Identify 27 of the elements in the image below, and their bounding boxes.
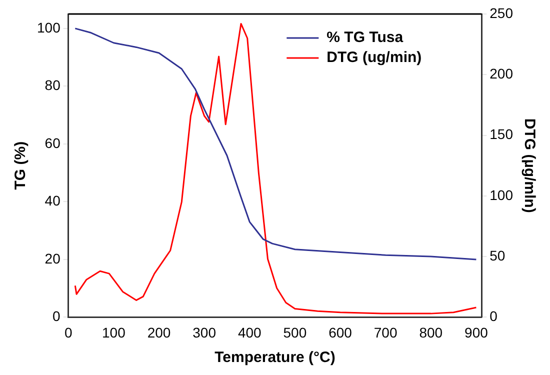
y2-tick-label: 250: [490, 4, 514, 21]
x-tick-label: 600: [328, 324, 352, 340]
x-tick-label: 800: [419, 324, 443, 340]
x-tick-label: 900: [464, 324, 488, 340]
x-axis-title: Temperature (°C): [214, 349, 336, 366]
y-tick-label: 0: [52, 308, 61, 324]
x-tick-label: 400: [238, 324, 262, 340]
y-tick-label: 20: [44, 250, 61, 266]
y2-axis-title: DTG (µg/mln): [520, 118, 538, 213]
y-tick-label: 60: [44, 134, 61, 151]
y2-tick-label: 50: [490, 247, 506, 264]
x-tick-label: 100: [102, 324, 126, 340]
y-tick-label: 40: [44, 192, 61, 209]
x-tick-label: 500: [283, 324, 307, 340]
y2-tick-label: 150: [490, 126, 514, 142]
y-tick-label: 100: [37, 19, 61, 36]
y-tick-label: 80: [44, 77, 61, 94]
y2-tick-label: 100: [490, 186, 514, 203]
y-axis-title: TG (%): [12, 141, 30, 190]
x-tick-label: 0: [64, 324, 72, 340]
y2-tick-label: 200: [490, 66, 514, 82]
x-tick-label: 200: [147, 324, 171, 340]
x-tick-label: 700: [374, 324, 398, 340]
legend-label: % TG Tusa: [326, 29, 404, 46]
legend-label: DTG (ug/min): [326, 49, 422, 66]
x-tick-label: 300: [192, 324, 216, 340]
y2-tick-label: 0: [490, 308, 498, 324]
